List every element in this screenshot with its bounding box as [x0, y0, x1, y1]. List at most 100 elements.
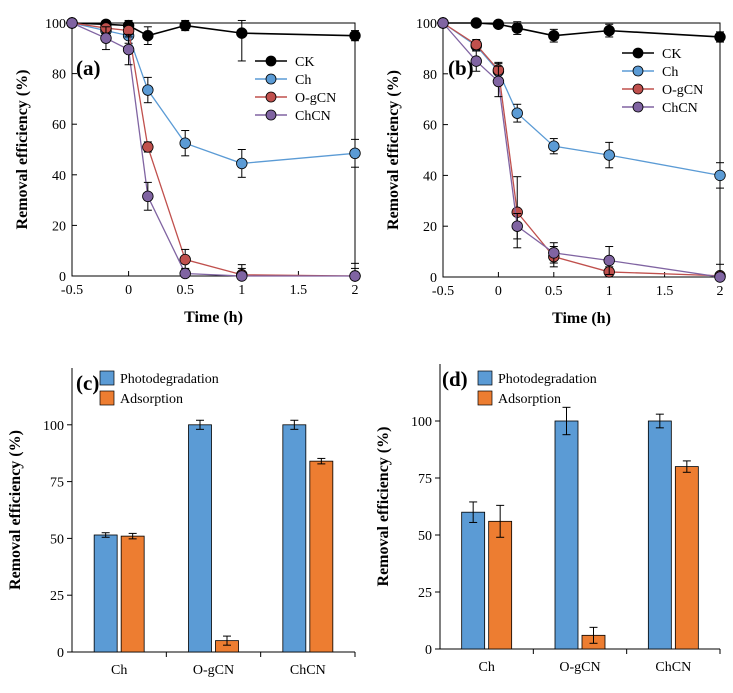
- bar-Photodegradation: [461, 511, 486, 650]
- y-tick-label: 40: [52, 169, 66, 184]
- legend-label: O-gCN: [662, 83, 703, 98]
- data-point-Ch: [179, 137, 191, 149]
- data-point-CK: [548, 30, 560, 42]
- legend-label: Adsorption: [498, 392, 561, 407]
- bar-Adsorption: [674, 466, 699, 650]
- bar-Adsorption: [120, 535, 145, 653]
- y-tick-label: 75: [50, 476, 64, 491]
- y-tick-label: 100: [411, 415, 432, 430]
- legend-label: CK: [662, 47, 681, 62]
- bar-Photodegradation: [93, 534, 118, 653]
- data-point-Ch: [142, 84, 154, 96]
- legend-marker: [632, 101, 644, 113]
- data-point-ChCN: [470, 55, 482, 67]
- data-point-Ch: [236, 157, 248, 170]
- data-point-ChCN: [548, 247, 560, 259]
- y-tick-label: 80: [52, 68, 66, 83]
- data-point-ChCN: [122, 43, 135, 56]
- x-tick-label: 1: [606, 284, 613, 299]
- data-point-ChCN: [142, 190, 154, 203]
- y-tick-label: 0: [430, 271, 437, 286]
- data-point-ChCN: [437, 17, 449, 29]
- data-point-CK: [349, 29, 361, 42]
- bar-Photodegradation: [647, 420, 672, 650]
- legend-marker: [265, 55, 277, 67]
- series-line-Ch: [442, 22, 721, 177]
- legend-swatch: [99, 370, 115, 386]
- x-tick-label: 1.5: [656, 284, 674, 299]
- x-tick-label: 0.5: [545, 284, 563, 299]
- data-point-CK: [142, 29, 154, 42]
- data-point-ChCN: [100, 32, 112, 44]
- panel-label: (a): [76, 56, 101, 80]
- x-tick-label: 0: [495, 284, 502, 299]
- legend-marker: [265, 91, 277, 103]
- data-point-O-gCN: [142, 141, 154, 153]
- bar-Adsorption: [488, 520, 513, 650]
- data-point-CK: [603, 24, 615, 37]
- x-tick-label: Ch: [111, 663, 127, 678]
- y-tick-label: 100: [43, 419, 64, 434]
- y-tick-label: 40: [423, 169, 437, 184]
- data-point-CK: [714, 31, 726, 43]
- plot-frame: [442, 22, 721, 278]
- legend-label: Photodegradation: [120, 372, 219, 387]
- x-tick-label: ChCN: [655, 660, 691, 675]
- data-point-Ch: [511, 107, 523, 119]
- y-tick-label: 0: [425, 643, 432, 658]
- data-point-ChCN: [349, 270, 361, 282]
- legend-marker: [265, 73, 277, 85]
- y-tick-label: 0: [57, 646, 64, 661]
- data-point-ChCN: [714, 271, 726, 283]
- data-point-O-gCN: [179, 253, 191, 266]
- y-tick-label: 80: [423, 68, 437, 83]
- x-tick-label: O-gCN: [193, 663, 234, 678]
- data-point-CK: [179, 19, 191, 32]
- bar-Photodegradation: [188, 424, 212, 653]
- data-point-CK: [492, 18, 505, 30]
- y-tick-label: 25: [418, 586, 432, 601]
- y-tick-label: 20: [52, 219, 66, 234]
- legend-marker: [265, 109, 277, 121]
- data-point-CK: [470, 17, 482, 29]
- data-point-ChCN: [511, 220, 523, 232]
- x-axis-label: Time (h): [184, 309, 243, 326]
- data-point-ChCN: [492, 75, 505, 88]
- series-line-CK: [443, 22, 721, 38]
- bar-Photodegradation: [554, 420, 579, 650]
- legend-label: Ch: [295, 73, 311, 88]
- x-tick-label: 1: [238, 283, 245, 298]
- legend-label: Photodegradation: [498, 372, 597, 387]
- legend-marker: [632, 65, 644, 77]
- bar-Adsorption: [309, 460, 334, 653]
- y-tick-label: 20: [423, 220, 437, 235]
- x-tick-label: O-gCN: [559, 660, 600, 675]
- panel-label: (d): [442, 367, 468, 391]
- bar-Photodegradation: [282, 424, 307, 653]
- legend-marker: [632, 47, 644, 59]
- x-axis-label: Time (h): [552, 310, 611, 327]
- data-point-Ch: [548, 140, 560, 152]
- data-point-ChCN: [236, 270, 248, 282]
- y-axis-label: Removal efficiency (%): [7, 430, 24, 590]
- data-point-O-gCN: [470, 38, 482, 51]
- legend-swatch: [477, 390, 493, 406]
- data-point-CK: [236, 27, 248, 39]
- legend-label: ChCN: [662, 101, 698, 116]
- x-tick-label: 0.5: [176, 283, 194, 298]
- panel-label: (c): [76, 371, 99, 395]
- y-tick-label: 50: [50, 532, 64, 547]
- x-tick-label: 2: [352, 283, 359, 298]
- x-tick-label: 0: [125, 283, 132, 298]
- data-point-Ch: [714, 169, 726, 182]
- y-tick-label: 60: [423, 119, 437, 134]
- data-point-Ch: [349, 147, 361, 159]
- x-tick-label: -0.5: [432, 284, 454, 299]
- legend-label: Ch: [662, 65, 678, 80]
- legend-label: O-gCN: [295, 91, 336, 106]
- y-tick-label: 0: [59, 270, 66, 285]
- legend-label: ChCN: [295, 109, 331, 124]
- x-tick-label: Ch: [478, 660, 494, 675]
- legend-marker: [632, 83, 644, 95]
